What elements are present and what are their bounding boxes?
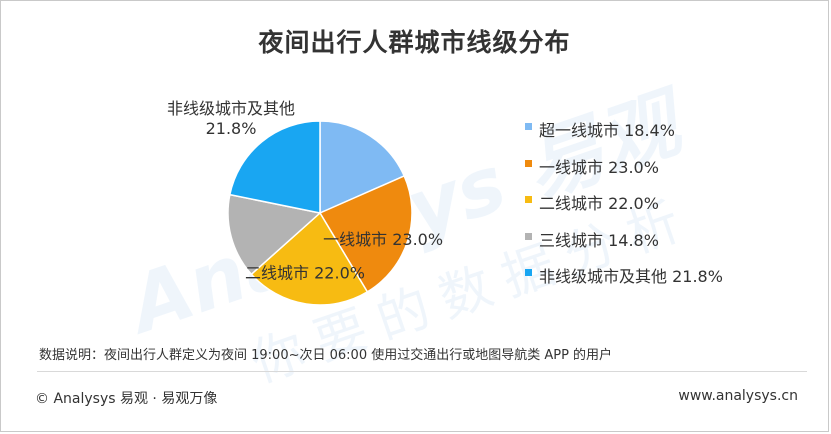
pie-data-label-line: 21.8% <box>206 119 257 138</box>
pie-slice-3 <box>250 211 369 306</box>
legend-swatch <box>525 196 532 203</box>
pie-slice-1 <box>319 120 406 215</box>
chart-title: 夜间出行人群城市线级分布 <box>258 28 571 57</box>
pie-data-label-3: 二线城市 22.0% <box>245 264 365 283</box>
legend-label: 二线城市 22.0% <box>539 194 659 213</box>
legend-swatch <box>525 269 532 276</box>
pie-data-labels: 一线城市 23.0% 二线城市 22.0% 非线级城市及其他 21.8% <box>167 99 443 282</box>
legend-label: 一线城市 23.0% <box>539 157 659 177</box>
pie-data-label-5: 非线级城市及其他 21.8% <box>167 99 295 138</box>
footer-divider <box>37 371 807 372</box>
footer-source: © Analysys 易观 · 易观万像 <box>35 391 218 407</box>
pie-slice-2 <box>318 174 413 293</box>
pie-data-label-2: 一线城市 23.0% <box>323 230 443 249</box>
pie-data-label-line: 非线级城市及其他 <box>167 99 295 118</box>
legend-label: 超一线城市 18.4% <box>539 121 675 140</box>
pie-slice-4 <box>227 193 322 276</box>
footer-url[interactable]: www.analysys.cn <box>678 388 798 404</box>
legend-label: 非线级城市及其他 21.8% <box>539 267 723 286</box>
data-note: 数据说明：夜间出行人群定义为夜间 19:00~次日 06:00 使用过交通出行或… <box>39 348 613 363</box>
legend-swatch <box>525 232 532 240</box>
pie-slices <box>227 120 413 306</box>
legend-swatch <box>525 123 532 130</box>
legend-swatch <box>525 159 532 167</box>
legend-label: 三线城市 14.8% <box>539 230 659 250</box>
pie-slice-5 <box>228 120 321 214</box>
